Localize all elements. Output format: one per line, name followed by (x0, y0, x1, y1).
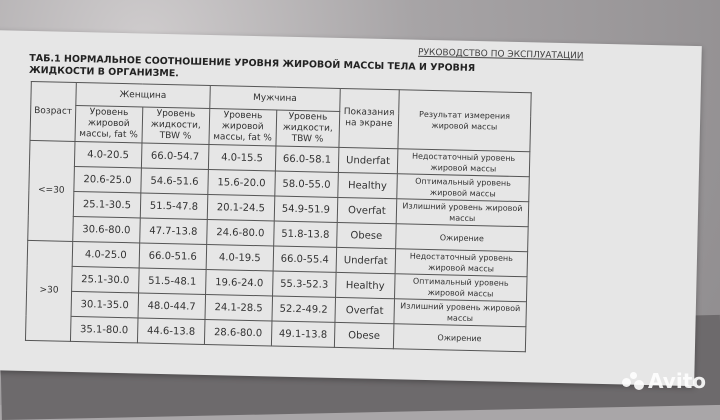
result-cell: Недостаточный уровень жировой массы (397, 148, 530, 177)
m-fat-cell: 4.0-19.5 (206, 244, 274, 271)
result-cell: Излишний уровень жировой массы (393, 298, 527, 327)
w-tbw-cell: 44.6-13.8 (137, 317, 205, 345)
m-tbw-cell: 54.9-51.9 (274, 196, 338, 223)
header-screen: Показания на экране (338, 88, 400, 149)
header-women: Женщина (75, 82, 211, 109)
header-result: Результат измерения жировой массы (397, 89, 532, 152)
avito-watermark: Avito (622, 369, 706, 393)
running-header: РУКОВОДСТВО ПО ЭКСПЛУАТАЦИИ (417, 47, 584, 62)
w-fat-cell: 25.1-30.5 (73, 191, 141, 218)
header-men-fat: Уровень жировой массы, fat % (208, 108, 277, 147)
body-composition-table: Возраст Женщина Мужчина Показания на экр… (25, 81, 532, 352)
w-tbw-cell: 48.0-44.7 (137, 292, 206, 320)
w-fat-cell: 30.6-80.0 (72, 216, 141, 243)
m-fat-cell: 19.6-24.0 (205, 269, 273, 296)
screen-cell: Healthy (337, 172, 398, 199)
m-fat-cell: 20.1-24.5 (207, 194, 275, 221)
w-fat-cell: 25.1-30.0 (71, 266, 140, 293)
screen-cell: Healthy (335, 272, 395, 299)
result-cell: Ожирение (393, 323, 526, 352)
m-tbw-cell: 66.0-55.4 (272, 245, 337, 273)
w-fat-cell: 20.6-25.0 (73, 166, 142, 193)
screen-cell: Obese (334, 322, 394, 349)
w-fat-cell: 4.0-25.0 (72, 241, 140, 268)
header-men-tbw: Уровень жидкости, TBW % (275, 110, 340, 148)
result-cell: Недостаточный уровень жировой массы (394, 248, 528, 277)
w-tbw-cell: 47.7-13.8 (139, 217, 208, 245)
w-tbw-cell: 66.0-51.6 (139, 242, 207, 270)
header-age: Возраст (30, 81, 77, 142)
screen-cell: Underfat (335, 247, 396, 274)
w-tbw-cell: 54.6-51.6 (140, 167, 209, 195)
result-cell: Излишний уровень жировой массы (396, 198, 529, 227)
m-tbw-cell: 55.3-52.3 (272, 270, 336, 298)
m-fat-cell: 28.6-80.0 (204, 319, 272, 346)
document-page: РУКОВОДСТВО ПО ЭКСПЛУАТАЦИИ ТАБ.1 НОРМАЛ… (0, 30, 702, 387)
w-tbw-cell: 66.0-54.7 (141, 142, 209, 170)
w-fat-cell: 4.0-20.5 (74, 141, 142, 168)
m-tbw-cell: 49.1-13.8 (271, 320, 335, 348)
m-tbw-cell: 66.0-58.1 (275, 146, 339, 173)
m-fat-cell: 4.0-15.5 (208, 144, 276, 172)
result-cell: Ожирение (395, 223, 529, 252)
w-fat-cell: 35.1-80.0 (70, 316, 138, 343)
result-cell: Оптимальный уровень жировой массы (396, 173, 530, 202)
screen-cell: Overfat (337, 197, 397, 224)
w-tbw-cell: 51.5-48.1 (138, 267, 207, 295)
m-fat-cell: 15.6-20.0 (207, 169, 276, 197)
m-tbw-cell: 52.2-49.2 (271, 295, 336, 323)
m-fat-cell: 24.6-80.0 (206, 219, 275, 246)
m-fat-cell: 24.1-28.5 (204, 294, 273, 321)
age-cell: <=30 (27, 140, 75, 242)
result-cell: Оптимальный уровень жировой массы (394, 273, 527, 302)
w-fat-cell: 30.1-35.0 (70, 291, 139, 318)
avito-logo-icon (622, 372, 645, 390)
m-tbw-cell: 58.0-55.0 (274, 171, 339, 198)
header-men: Мужчина (209, 85, 341, 112)
w-tbw-cell: 51.5-47.8 (140, 192, 208, 220)
header-women-fat: Уровень жировой массы, fat % (74, 105, 143, 143)
screen-cell: Obese (336, 222, 397, 249)
screen-cell: Overfat (334, 297, 395, 324)
header-women-tbw: Уровень жидкости, TBW % (141, 106, 210, 145)
screen-cell: Underfat (338, 147, 398, 174)
m-tbw-cell: 51.8-13.8 (273, 220, 338, 248)
age-cell: >30 (25, 240, 73, 342)
